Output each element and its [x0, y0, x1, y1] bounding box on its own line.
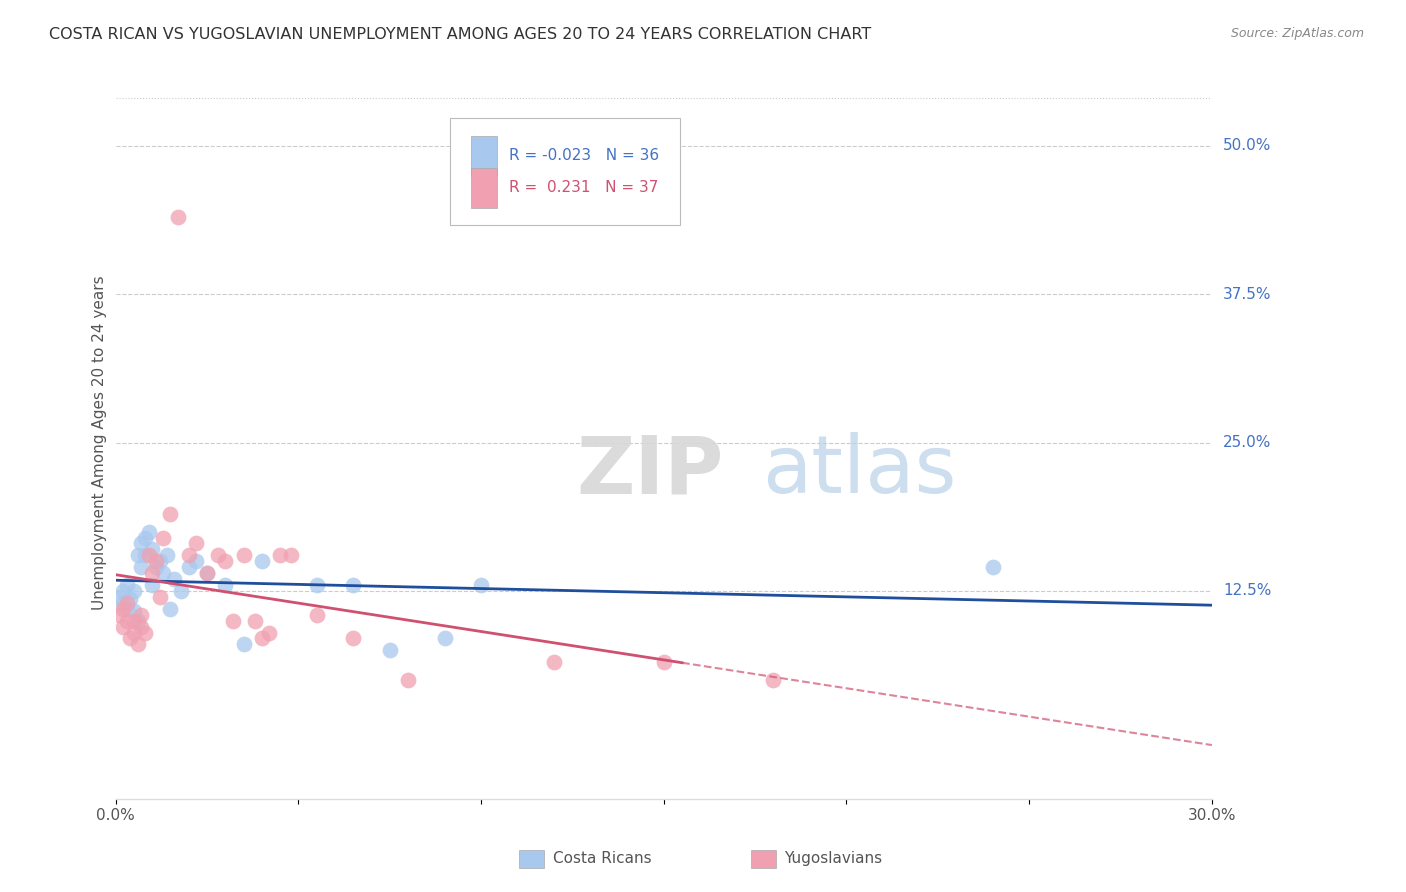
- Point: [470, 578, 492, 592]
- Point: [145, 560, 167, 574]
- Point: [134, 549, 156, 563]
- Text: 12.5%: 12.5%: [1223, 583, 1271, 599]
- Point: [145, 554, 167, 568]
- Point: [122, 604, 145, 618]
- Point: [207, 549, 229, 563]
- Text: 50.0%: 50.0%: [1223, 138, 1271, 153]
- Point: [152, 566, 174, 581]
- Point: [214, 578, 236, 592]
- Text: Costa Ricans: Costa Ricans: [553, 852, 651, 866]
- Point: [111, 601, 134, 615]
- Point: [115, 614, 138, 628]
- Point: [108, 607, 131, 622]
- Point: [127, 549, 149, 563]
- Point: [120, 592, 142, 607]
- Text: R =  0.231   N = 37: R = 0.231 N = 37: [509, 180, 658, 195]
- Point: [108, 590, 131, 604]
- Point: [981, 560, 1004, 574]
- Point: [378, 643, 401, 657]
- Point: [305, 578, 328, 592]
- Point: [177, 549, 200, 563]
- Point: [111, 584, 134, 599]
- Point: [129, 536, 152, 550]
- FancyBboxPatch shape: [471, 136, 498, 176]
- Point: [280, 549, 302, 563]
- Point: [129, 619, 152, 633]
- Point: [111, 596, 134, 610]
- Point: [762, 673, 785, 687]
- Point: [122, 614, 145, 628]
- Point: [115, 596, 138, 610]
- Point: [163, 572, 186, 586]
- Point: [122, 584, 145, 599]
- Point: [195, 566, 218, 581]
- Point: [195, 566, 218, 581]
- Point: [115, 601, 138, 615]
- Point: [138, 549, 160, 563]
- Text: 25.0%: 25.0%: [1223, 435, 1271, 450]
- Point: [396, 673, 419, 687]
- Point: [134, 625, 156, 640]
- Point: [305, 607, 328, 622]
- Point: [543, 655, 565, 669]
- FancyBboxPatch shape: [450, 119, 681, 226]
- Point: [177, 560, 200, 574]
- Point: [250, 554, 273, 568]
- Text: ZIP: ZIP: [576, 432, 723, 510]
- Point: [433, 632, 456, 646]
- Point: [243, 614, 266, 628]
- Point: [127, 637, 149, 651]
- Text: Source: ZipAtlas.com: Source: ZipAtlas.com: [1230, 27, 1364, 40]
- Point: [652, 655, 675, 669]
- Point: [141, 542, 163, 557]
- Point: [141, 566, 163, 581]
- Point: [156, 549, 179, 563]
- Point: [138, 524, 160, 539]
- Point: [342, 632, 364, 646]
- Point: [134, 531, 156, 545]
- Point: [129, 607, 152, 622]
- Point: [250, 632, 273, 646]
- Point: [170, 584, 193, 599]
- Point: [111, 619, 134, 633]
- Text: R = -0.023   N = 36: R = -0.023 N = 36: [509, 148, 659, 163]
- Point: [269, 549, 291, 563]
- Text: 37.5%: 37.5%: [1223, 286, 1271, 301]
- FancyBboxPatch shape: [471, 168, 498, 208]
- Point: [221, 614, 243, 628]
- Point: [214, 554, 236, 568]
- Text: Yugoslavians: Yugoslavians: [785, 852, 883, 866]
- Point: [120, 632, 142, 646]
- Point: [342, 578, 364, 592]
- Point: [232, 637, 254, 651]
- Point: [129, 560, 152, 574]
- Point: [159, 601, 181, 615]
- Y-axis label: Unemployment Among Ages 20 to 24 years: Unemployment Among Ages 20 to 24 years: [93, 276, 107, 610]
- Point: [166, 210, 188, 224]
- Point: [122, 625, 145, 640]
- Point: [115, 578, 138, 592]
- Point: [184, 554, 207, 568]
- Point: [184, 536, 207, 550]
- Point: [148, 554, 170, 568]
- Point: [232, 549, 254, 563]
- Point: [152, 531, 174, 545]
- Point: [148, 590, 170, 604]
- Point: [141, 578, 163, 592]
- Point: [127, 614, 149, 628]
- Point: [257, 625, 280, 640]
- Point: [159, 507, 181, 521]
- Text: atlas: atlas: [762, 432, 957, 510]
- Text: COSTA RICAN VS YUGOSLAVIAN UNEMPLOYMENT AMONG AGES 20 TO 24 YEARS CORRELATION CH: COSTA RICAN VS YUGOSLAVIAN UNEMPLOYMENT …: [49, 27, 872, 42]
